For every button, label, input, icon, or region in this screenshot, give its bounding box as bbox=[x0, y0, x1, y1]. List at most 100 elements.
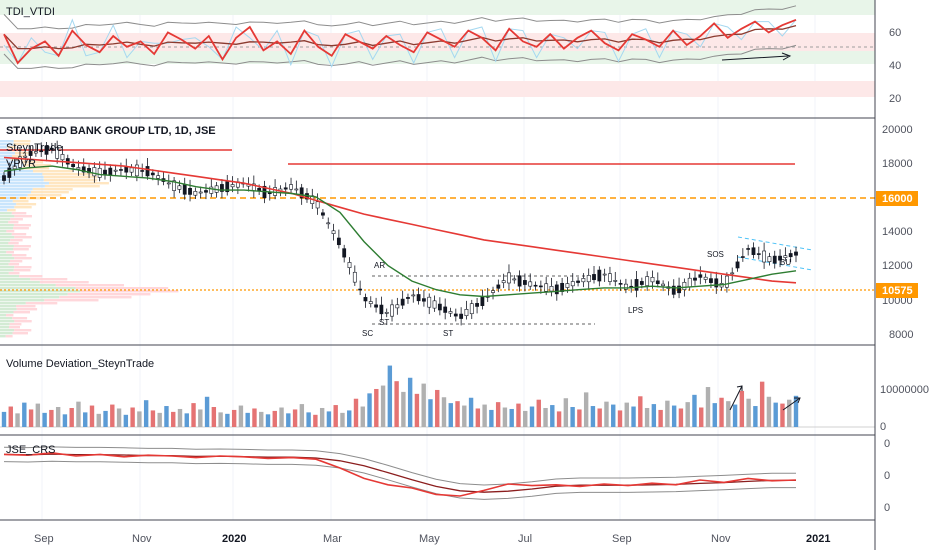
vpvr-bar-value bbox=[14, 266, 32, 269]
jse-pane[interactable]: JSE_CRS bbox=[3, 444, 797, 500]
vpvr-bar-base bbox=[0, 191, 31, 194]
vpvr-bar-value bbox=[12, 317, 28, 320]
volume-bar bbox=[705, 387, 711, 427]
volume-bar bbox=[62, 414, 68, 427]
volume-pane[interactable]: Volume Deviation_SteynTrade bbox=[0, 358, 875, 428]
candle-body bbox=[427, 296, 432, 308]
candle-body bbox=[554, 284, 559, 295]
vpvr-bar-value bbox=[16, 203, 37, 206]
price-pane[interactable]: STANDARD BANK GROUP LTD, 1D, JSE SteynTr… bbox=[0, 125, 875, 338]
volume-bar bbox=[333, 405, 338, 427]
vpvr-bar-value bbox=[14, 236, 32, 239]
candle-body bbox=[384, 311, 389, 314]
vpvr-bar-base bbox=[0, 224, 14, 227]
volume-bar bbox=[617, 410, 623, 427]
tdi-axis: 60 40 20 bbox=[889, 27, 901, 105]
vpvr-bar-base bbox=[0, 308, 17, 311]
vpvr-bar-base bbox=[0, 329, 15, 332]
price-tick-20000: 20000 bbox=[882, 124, 913, 136]
volume-bar bbox=[766, 396, 772, 427]
vpvr-bar-base bbox=[0, 206, 15, 209]
volume-bar bbox=[780, 403, 785, 427]
candle-body bbox=[634, 279, 639, 291]
volume-bar bbox=[543, 407, 548, 427]
vpvr-bar-base bbox=[0, 332, 13, 335]
vpvr-bar-base bbox=[0, 188, 33, 191]
tdi-pane[interactable]: TDI_VTDI bbox=[0, 0, 875, 97]
vpvr-bar-base bbox=[0, 257, 15, 260]
candle-body bbox=[671, 285, 676, 295]
volume-bar bbox=[644, 407, 650, 427]
volume-bar bbox=[35, 403, 41, 427]
candle-body bbox=[12, 165, 17, 170]
volume-bar bbox=[116, 408, 122, 427]
volume-arrow-2 bbox=[782, 397, 801, 411]
jse-tick-2: 0 bbox=[884, 470, 890, 482]
volume-bar bbox=[489, 409, 494, 427]
volume-bar bbox=[394, 381, 399, 427]
candle-body bbox=[177, 185, 182, 190]
candle-body bbox=[172, 180, 176, 191]
candle-body bbox=[714, 278, 719, 288]
vpvr-bar-base bbox=[0, 176, 44, 179]
volume-bar bbox=[8, 406, 13, 427]
vpvr-bar-base bbox=[0, 260, 10, 263]
vpvr-bar-base bbox=[0, 212, 12, 215]
candle-body bbox=[283, 187, 288, 190]
vpvr-bar-base bbox=[0, 296, 60, 299]
candle-body bbox=[225, 181, 230, 193]
vpvr-bar-value bbox=[5, 335, 13, 338]
vpvr-bar-value bbox=[6, 230, 15, 233]
volume-bar bbox=[671, 405, 677, 427]
vpvr-bar-base bbox=[0, 209, 8, 212]
candle-body bbox=[602, 273, 607, 276]
volume-tick-0: 0 bbox=[880, 421, 886, 433]
vpvr-bar-value bbox=[43, 179, 98, 182]
volume-bar bbox=[685, 402, 690, 427]
candle-body bbox=[496, 284, 501, 289]
candle-body bbox=[411, 294, 416, 297]
jse-crs-line bbox=[3, 451, 797, 497]
tdi-band-top bbox=[0, 0, 875, 15]
time-tick: Sep bbox=[34, 533, 54, 545]
vpvr-bar-base bbox=[0, 215, 15, 218]
candle-body bbox=[140, 170, 145, 172]
vpvr-bar-value bbox=[31, 191, 69, 194]
candle-body bbox=[581, 278, 586, 283]
volume-bar bbox=[340, 412, 345, 427]
volume-bar bbox=[692, 394, 697, 427]
volume-bar bbox=[157, 412, 162, 427]
volume-bar bbox=[299, 404, 305, 427]
vpvr-bar-base bbox=[0, 227, 13, 230]
candle-body bbox=[363, 297, 368, 302]
volume-bar bbox=[563, 398, 569, 427]
annotation-sos: SOS bbox=[707, 250, 724, 259]
candle-body bbox=[570, 281, 575, 287]
candle-body bbox=[76, 167, 81, 170]
candle-body bbox=[597, 269, 602, 282]
tdi-tick-40: 40 bbox=[889, 60, 901, 72]
vpvr-bar-value bbox=[32, 188, 73, 191]
vpvr-bar-value bbox=[14, 257, 32, 260]
volume-bar bbox=[739, 390, 745, 427]
candle-body bbox=[23, 155, 28, 158]
volume-bar bbox=[651, 404, 657, 427]
volume-bar bbox=[225, 413, 230, 427]
vpvr-bar-base bbox=[0, 158, 11, 161]
volume-bar bbox=[28, 409, 34, 427]
vpvr-bar-base bbox=[0, 317, 13, 320]
tdi-lower-band bbox=[3, 44, 797, 69]
candle-body bbox=[709, 278, 713, 283]
badge-16000: 16000 bbox=[882, 193, 913, 205]
tdi-arrow bbox=[721, 52, 792, 61]
volume-bar bbox=[204, 396, 210, 427]
vpvr-bar-value bbox=[13, 224, 31, 227]
time-tick: Nov bbox=[711, 533, 731, 545]
time-axis: Sep Nov 2020 Mar May Jul Sep Nov 2021 bbox=[34, 533, 830, 545]
volume-bar bbox=[773, 402, 778, 427]
vpvr-bar-value bbox=[11, 233, 27, 236]
candle-body bbox=[390, 304, 394, 317]
candle-body bbox=[108, 167, 113, 176]
volume-bar bbox=[76, 401, 81, 427]
